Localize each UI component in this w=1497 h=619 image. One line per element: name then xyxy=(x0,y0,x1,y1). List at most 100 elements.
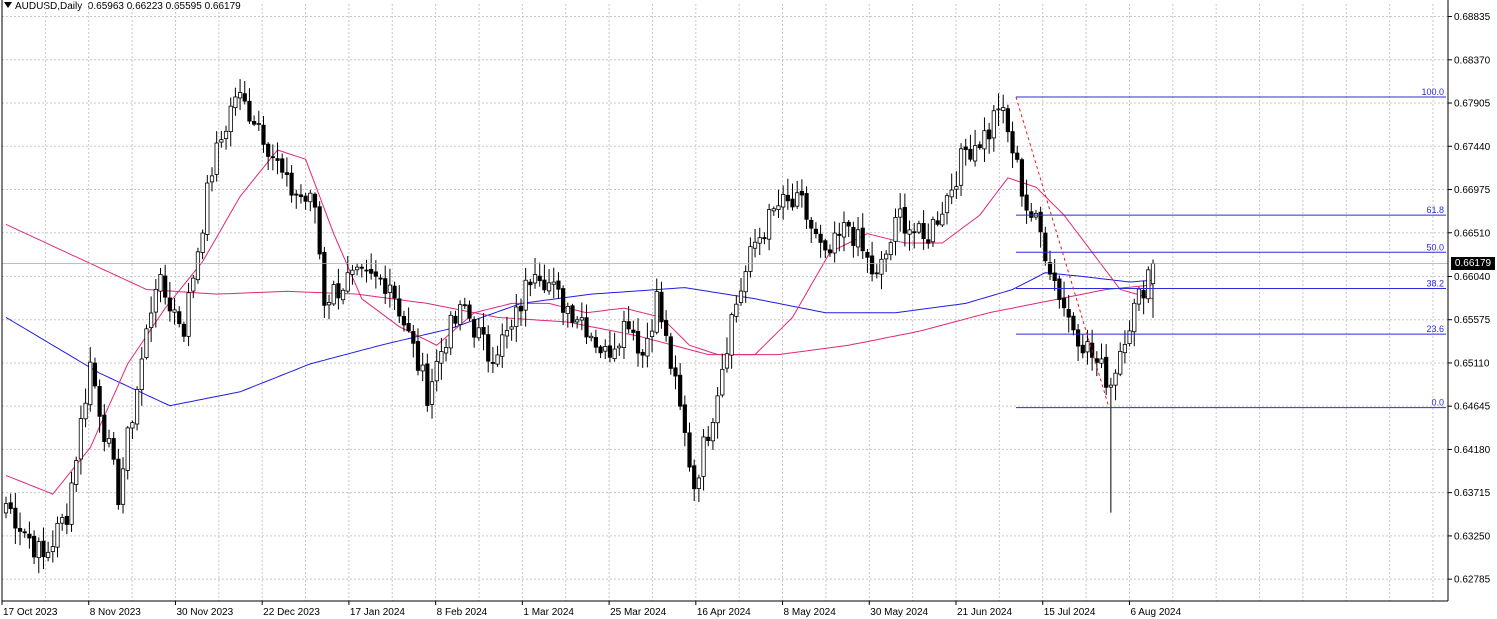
candle xyxy=(949,173,954,205)
candle-body xyxy=(701,436,706,477)
candle xyxy=(111,432,116,465)
y-tick-label: 0.63715 xyxy=(1454,488,1491,499)
candle xyxy=(88,347,93,412)
candle-body xyxy=(762,237,767,240)
candle-body xyxy=(813,228,819,235)
candle xyxy=(752,228,758,258)
candle xyxy=(813,222,819,239)
x-tick-label: 8 Feb 2024 xyxy=(437,607,488,618)
candle-body xyxy=(312,193,318,208)
candle-body xyxy=(710,422,716,442)
candle-body xyxy=(8,502,13,510)
candle xyxy=(1005,104,1010,143)
candle xyxy=(340,288,346,305)
candle xyxy=(907,220,912,251)
candle xyxy=(120,457,126,514)
candle-body xyxy=(1071,315,1076,331)
candle xyxy=(326,294,332,320)
candle-body xyxy=(275,158,280,161)
candle xyxy=(46,541,51,562)
candle-body xyxy=(163,275,168,298)
candle-body xyxy=(518,305,524,312)
candle-body xyxy=(467,304,472,319)
candle-body xyxy=(935,220,940,225)
candle xyxy=(266,142,271,170)
candle xyxy=(219,130,224,148)
candle-body xyxy=(654,291,659,333)
candle xyxy=(664,310,669,342)
candle-body xyxy=(865,251,870,258)
candle-body xyxy=(1038,211,1043,233)
candle xyxy=(228,97,233,147)
candle xyxy=(631,320,636,341)
candle xyxy=(1141,280,1146,315)
candle xyxy=(958,143,964,196)
candle xyxy=(359,263,364,278)
candle-body xyxy=(1136,288,1142,305)
candle xyxy=(1015,145,1020,163)
candle-body xyxy=(1085,341,1090,353)
candle xyxy=(963,138,968,166)
candle-body xyxy=(968,148,973,160)
candle xyxy=(785,178,790,210)
candle-body xyxy=(364,269,369,272)
candle xyxy=(476,318,481,341)
candle xyxy=(523,267,528,327)
candle xyxy=(1099,343,1104,369)
candle xyxy=(982,117,987,162)
candle-body xyxy=(308,192,313,203)
candle-body xyxy=(1019,159,1025,197)
candle xyxy=(195,247,201,284)
candle xyxy=(64,503,69,535)
candle xyxy=(724,337,730,373)
candle xyxy=(799,179,804,208)
candle xyxy=(331,280,336,306)
candle-body xyxy=(434,361,439,382)
candle-body xyxy=(443,347,449,354)
candle-body xyxy=(607,345,613,358)
candle xyxy=(720,353,725,398)
candle-body xyxy=(233,96,238,109)
fibonacci-retracement[interactable]: 100.0 61.8 50.0 38.2 23.6 0.0 xyxy=(2,87,1448,409)
candle xyxy=(97,379,102,433)
candle-body xyxy=(181,323,187,337)
candle xyxy=(607,331,613,363)
x-tick-label: 1 Mar 2024 xyxy=(523,607,574,618)
candle-body xyxy=(139,358,144,391)
candle-body xyxy=(668,336,673,369)
candle-body xyxy=(294,193,299,196)
dropdown-triangle-icon[interactable] xyxy=(4,2,12,8)
candle xyxy=(55,516,60,558)
candle-body xyxy=(55,523,60,548)
candle xyxy=(1085,329,1090,365)
candle xyxy=(776,189,781,218)
candle-body xyxy=(261,124,266,145)
y-tick-label: 0.68835 xyxy=(1454,12,1491,23)
y-tick-label: 0.66975 xyxy=(1454,185,1491,196)
candle xyxy=(172,297,177,325)
candle xyxy=(809,216,814,244)
candle xyxy=(191,274,196,299)
candle-body xyxy=(186,292,191,337)
candle-body xyxy=(1061,297,1067,309)
candle-body xyxy=(177,311,182,325)
candle xyxy=(247,88,252,124)
candle xyxy=(584,304,589,345)
candles xyxy=(3,79,1156,574)
candle-body xyxy=(809,219,814,229)
candle-body xyxy=(411,331,416,344)
candle xyxy=(696,474,701,502)
y-tick-label: 0.66510 xyxy=(1454,228,1491,239)
candle xyxy=(317,201,322,260)
candle xyxy=(69,472,74,532)
candle-body xyxy=(855,229,861,248)
candle-body xyxy=(336,283,341,299)
x-tick-label: 8 Nov 2023 xyxy=(90,607,142,618)
candle xyxy=(589,332,594,342)
candle xyxy=(429,368,435,419)
candle-body xyxy=(818,233,823,243)
candle xyxy=(41,527,46,570)
candle-body xyxy=(846,221,851,227)
candle xyxy=(757,227,762,256)
